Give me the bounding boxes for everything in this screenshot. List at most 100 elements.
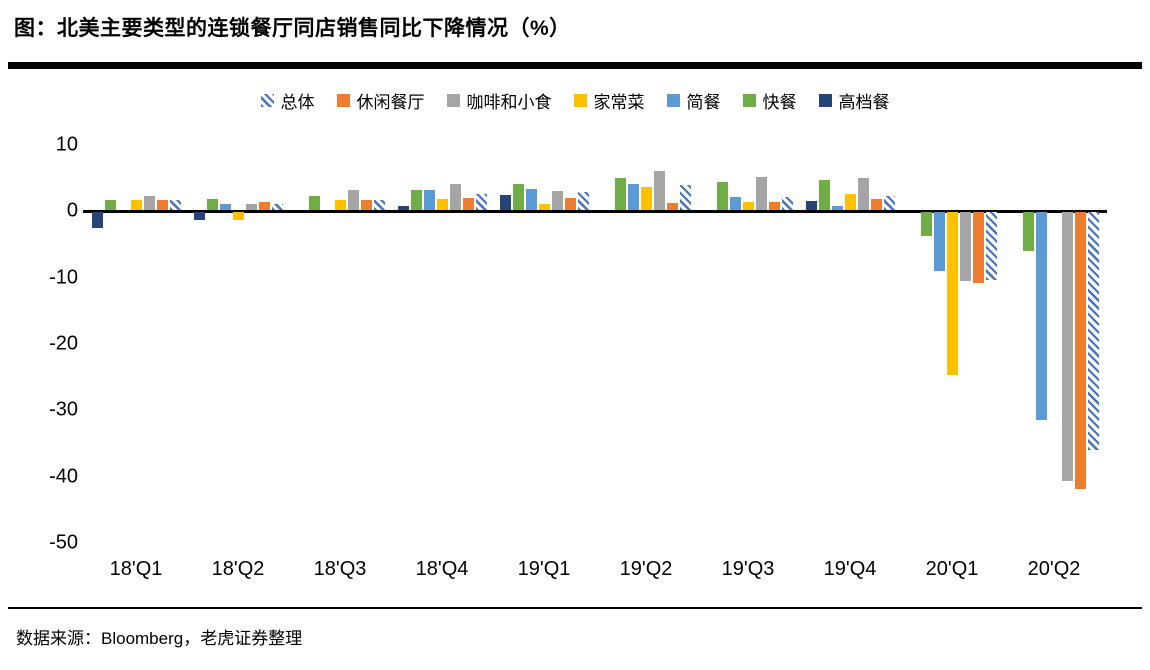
legend-label: 休闲餐厅 [356,93,425,112]
bar-快餐-20'Q2 [1022,212,1034,252]
bar-总体-19'Q1 [577,191,589,211]
y-axis-tick-label: -40 [49,465,78,487]
bar-简餐-20'Q2 [1035,212,1047,420]
bar-咖啡和小食-19'Q4 [857,177,869,211]
bar-咖啡和小食-19'Q3 [755,177,767,211]
bar-高档餐-18'Q2 [193,212,205,221]
bar-咖啡和小食-18'Q4 [449,184,461,211]
legend-item-4: 简餐 [666,88,721,113]
bar-快餐-18'Q3 [308,195,320,211]
bar-休闲餐厅-19'Q2 [666,203,678,211]
legend-label: 快餐 [762,93,797,112]
legend-label: 简餐 [686,93,721,112]
y-axis-tick-label: -30 [49,398,78,421]
bar-家常菜-18'Q4 [436,199,448,211]
zero-baseline [83,209,1107,213]
bar-快餐-18'Q4 [410,190,422,211]
x-axis-tick-label: 19'Q2 [619,558,673,580]
bar-高档餐-19'Q1 [499,195,511,211]
bar-咖啡和小食-18'Q1 [143,196,155,211]
legend-swatch-icon [666,94,680,107]
bar-休闲餐厅-19'Q4 [870,199,882,211]
bar-咖啡和小食-20'Q2 [1061,212,1073,481]
legend-swatch-icon [573,94,587,107]
bar-休闲餐厅-18'Q3 [360,200,372,211]
bar-总体-20'Q1 [985,212,997,280]
legend-swatch-icon [742,94,756,107]
x-axis-tick-label: 19'Q4 [823,558,877,580]
y-axis-tick-label: 10 [55,133,78,156]
bar-快餐-19'Q4 [818,180,830,211]
bar-家常菜-19'Q2 [640,187,652,211]
bar-家常菜-20'Q1 [946,212,958,375]
bar-简餐-20'Q1 [933,212,945,271]
bar-总体-20'Q2 [1087,212,1099,450]
bar-总体-19'Q2 [679,185,691,211]
bar-总体-19'Q3 [781,197,793,211]
legend-label: 咖啡和小食 [466,93,552,112]
legend-item-5: 快餐 [742,88,797,113]
legend-label: 家常菜 [593,93,645,112]
bar-总体-18'Q4 [475,194,487,211]
bar-休闲餐厅-18'Q2 [258,202,270,211]
bar-快餐-19'Q2 [614,178,626,211]
y-axis-tick-label: -20 [49,332,78,355]
legend-label: 高档餐 [838,93,890,112]
legend-item-1: 休闲餐厅 [336,88,425,113]
bar-快餐-19'Q1 [512,183,524,211]
bar-家常菜-18'Q2 [232,212,244,220]
legend-item-6: 高档餐 [818,88,890,113]
x-axis-tick-label: 20'Q1 [925,558,979,580]
legend-item-3: 家常菜 [573,88,645,113]
bar-家常菜-18'Q3 [334,200,346,211]
x-axis-tick-label: 18'Q2 [211,558,265,580]
bar-咖啡和小食-19'Q1 [551,191,563,211]
bar-快餐-19'Q3 [716,181,728,211]
bar-咖啡和小食-18'Q2 [245,203,257,211]
bar-高档餐-18'Q4 [397,205,409,211]
y-axis-tick-label: -10 [49,266,78,289]
y-axis-tick-label: 0 [66,199,78,222]
x-axis-tick-label: 18'Q4 [415,558,469,580]
x-axis-tick-label: 18'Q3 [313,558,367,580]
chart-title: 图：北美主要类型的连锁餐厅同店销售同比下降情况（%） [14,17,571,40]
bar-家常菜-19'Q1 [538,203,550,211]
bar-总体-18'Q3 [373,199,385,211]
x-axis-tick-label: 18'Q1 [109,558,163,580]
bar-总体-19'Q4 [883,195,895,211]
bar-高档餐-19'Q4 [805,201,817,211]
bar-休闲餐厅-20'Q2 [1074,212,1086,490]
source-note: 数据来源：Bloomberg，老虎证券整理 [16,629,303,648]
bar-快餐-18'Q1 [104,200,116,211]
x-axis-tick-label: 20'Q2 [1027,558,1081,580]
legend-swatch-icon [260,94,274,107]
y-axis-tick-label: -50 [49,531,78,554]
bar-高档餐-18'Q1 [91,212,103,228]
legend-item-2: 咖啡和小食 [446,88,552,113]
bar-休闲餐厅-19'Q1 [564,197,576,211]
legend-item-0: 总体 [260,88,315,113]
x-axis-tick-label: 19'Q3 [721,558,775,580]
bar-总体-18'Q1 [169,200,181,211]
bar-休闲餐厅-18'Q4 [462,198,474,211]
bar-简餐-19'Q4 [831,205,843,211]
bar-总体-18'Q2 [271,204,283,211]
bar-家常菜-19'Q4 [844,194,856,211]
bar-快餐-20'Q1 [920,212,932,236]
legend-swatch-icon [336,94,350,107]
bar-咖啡和小食-19'Q2 [653,171,665,211]
bar-咖啡和小食-18'Q3 [347,190,359,211]
bar-家常菜-18'Q1 [130,200,142,211]
bar-简餐-19'Q2 [627,183,639,211]
bar-简餐-18'Q2 [219,203,231,211]
x-axis-tick-label: 19'Q1 [517,558,571,580]
title-divider-rule [8,62,1142,69]
bar-简餐-19'Q3 [729,197,741,211]
bar-休闲餐厅-20'Q1 [972,212,984,283]
legend-label: 总体 [280,93,315,112]
bar-咖啡和小食-20'Q1 [959,212,971,282]
legend-swatch-icon [818,94,832,107]
bar-简餐-19'Q1 [525,189,537,211]
bar-休闲餐厅-19'Q3 [768,202,780,211]
